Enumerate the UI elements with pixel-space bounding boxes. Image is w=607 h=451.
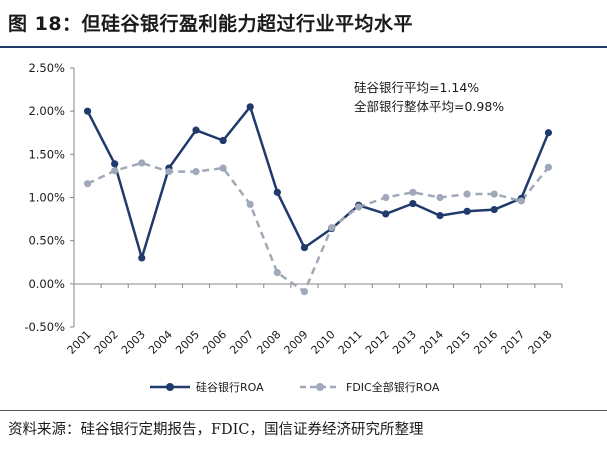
y-tick-label: 0.50% <box>28 234 65 248</box>
x-tick-label: 2010 <box>309 328 338 357</box>
footer-rule <box>0 410 607 411</box>
data-point-svb <box>409 199 417 208</box>
x-tick-label: 2014 <box>417 328 446 357</box>
x-tick-label: 2017 <box>498 328 527 357</box>
data-point-svb <box>111 160 119 168</box>
legend-label-fdic: FDIC全部银行ROA <box>346 380 440 394</box>
x-tick-label: 2018 <box>526 328 555 357</box>
data-point-svb <box>463 207 471 215</box>
data-point-svb <box>300 243 309 252</box>
data-point-fdic <box>111 167 119 175</box>
title-rule <box>0 46 607 48</box>
x-tick-label: 2006 <box>200 328 229 357</box>
data-point-svb <box>83 107 92 115</box>
y-tick-label: 1.50% <box>28 147 65 161</box>
series-line-fdic <box>87 161 550 293</box>
data-point-svb <box>544 129 553 137</box>
data-point-fdic <box>273 269 281 277</box>
y-tick-label: 2.50% <box>28 61 65 75</box>
data-point-fdic <box>409 188 417 196</box>
legend-marker-svb <box>166 383 174 391</box>
legend-label-svb: 硅谷银行ROA <box>196 380 264 394</box>
x-axis-ticks: 2001200220032004200520062007200820092010… <box>65 284 563 357</box>
data-point-svb <box>436 212 444 220</box>
y-tick-label: -0.50% <box>24 320 65 334</box>
data-point-fdic <box>300 288 309 296</box>
data-point-fdic <box>490 190 498 198</box>
x-tick-label: 2015 <box>444 328 473 357</box>
series-layer <box>83 103 553 296</box>
data-point-fdic <box>517 197 525 205</box>
data-point-fdic <box>327 224 336 232</box>
x-tick-label: 2013 <box>390 328 419 357</box>
annotation-box: 硅谷银行平均=1.14% 全部银行整体平均=0.98% <box>354 80 504 114</box>
data-point-fdic <box>246 200 254 209</box>
data-point-fdic <box>192 168 200 176</box>
x-tick-label: 2005 <box>173 328 202 357</box>
y-tick-label: 0.00% <box>28 277 65 291</box>
series-line-svb <box>86 105 550 260</box>
legend-marker-fdic <box>316 383 324 391</box>
data-point-svb <box>138 254 146 262</box>
legend: 硅谷银行ROA FDIC全部银行ROA <box>150 380 440 394</box>
x-tick-label: 2008 <box>254 328 283 357</box>
x-tick-label: 2004 <box>146 328 175 357</box>
x-tick-label: 2016 <box>471 328 500 357</box>
data-point-svb <box>192 126 200 134</box>
y-tick-label: 1.00% <box>28 191 65 205</box>
source-note: 资料来源：硅谷银行定期报告，FDIC，国信证券经济研究所整理 <box>8 422 424 438</box>
data-point-fdic <box>463 190 471 198</box>
x-tick-label: 2011 <box>336 328 365 357</box>
data-point-svb <box>219 136 227 145</box>
data-point-fdic <box>382 193 390 202</box>
line-chart: -0.50% 0.00% 0.50% 1.00% 1.50% 2.00% 2.50% 200… <box>24 61 563 394</box>
figure-title: 图 18：但硅谷银行盈利能力超过行业平均水平 <box>8 13 414 35</box>
data-point-svb <box>273 188 281 196</box>
annotation-all-banks-average: 全部银行整体平均=0.98% <box>354 99 504 114</box>
y-tick-label: 2.00% <box>28 104 65 118</box>
data-point-fdic <box>138 159 146 167</box>
x-tick-label: 2001 <box>65 328 94 357</box>
x-tick-label: 2007 <box>227 328 256 357</box>
x-tick-label: 2012 <box>363 328 392 357</box>
x-tick-label: 2002 <box>92 328 121 357</box>
data-point-fdic <box>436 193 444 202</box>
data-point-svb <box>246 103 254 111</box>
annotation-svb-average: 硅谷银行平均=1.14% <box>354 80 479 95</box>
data-point-fdic <box>83 180 92 188</box>
x-tick-label: 2009 <box>282 328 311 357</box>
data-point-svb <box>382 210 390 218</box>
x-tick-label: 2003 <box>119 328 148 357</box>
data-point-svb <box>490 205 498 214</box>
data-point-fdic <box>165 168 173 176</box>
data-point-fdic <box>355 203 363 211</box>
data-point-fdic <box>544 163 553 171</box>
y-axis-ticks: -0.50% 0.00% 0.50% 1.00% 1.50% 2.00% 2.50% <box>24 61 74 334</box>
data-point-fdic <box>219 164 227 172</box>
